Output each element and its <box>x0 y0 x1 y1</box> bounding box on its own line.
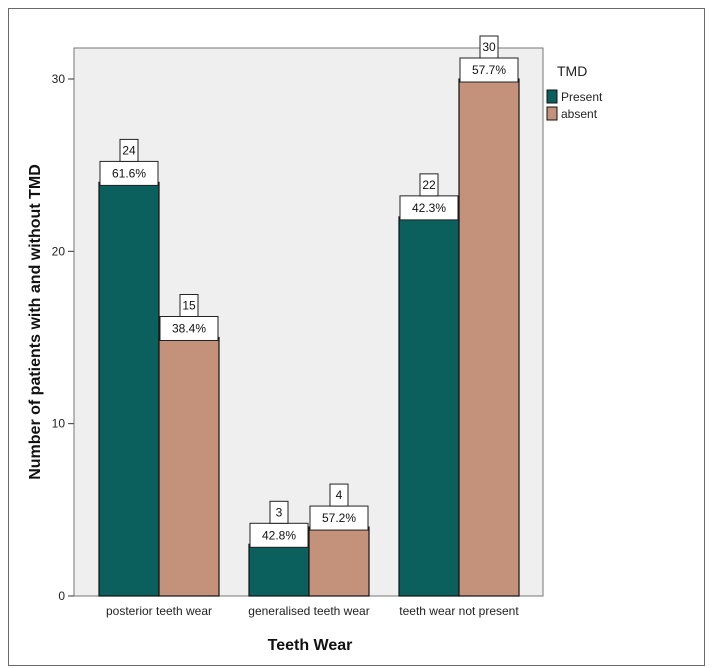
y-tick-label: 10 <box>52 417 66 431</box>
count-label: 3 <box>276 505 283 519</box>
count-label-box <box>329 483 349 507</box>
y-tick-label: 0 <box>58 589 65 603</box>
percent-label: 57.7% <box>472 63 506 77</box>
percent-label: 61.6% <box>112 166 146 180</box>
percent-label-box <box>99 160 159 186</box>
bar-absent <box>308 526 370 597</box>
percent-label-box <box>309 505 369 531</box>
y-tick-label: 30 <box>52 72 66 86</box>
count-label: 30 <box>482 40 496 54</box>
count-label: 15 <box>182 299 196 313</box>
legend-title: TMD <box>557 63 587 79</box>
percent-label-box <box>249 522 309 548</box>
x-category-label: posterior teeth wear <box>106 604 212 618</box>
legend-label-present: Present <box>561 90 603 104</box>
bar-present <box>98 181 160 597</box>
x-category-label: teeth wear not present <box>399 604 519 618</box>
count-label-box <box>269 500 289 524</box>
count-label-box <box>119 138 139 162</box>
percent-label-box <box>399 195 459 221</box>
bar-labels: 61.6% 24 38.4% 15 42.8% 3 57.2% 4 42.3% 22 57.7% 30 <box>99 35 519 548</box>
x-axis-categories: posterior teeth wear generalised teeth we… <box>106 604 519 618</box>
bar-present <box>248 543 310 597</box>
bar-absent <box>158 336 220 597</box>
bar-present <box>398 216 460 597</box>
legend-label-absent: absent <box>561 107 598 121</box>
y-axis-ticks: 0 10 20 30 <box>52 72 74 603</box>
count-label: 4 <box>336 488 343 502</box>
x-axis-title: Teeth Wear <box>268 637 353 654</box>
count-label: 24 <box>122 143 136 157</box>
x-category-label: generalised teeth wear <box>248 604 369 618</box>
bar-absent <box>458 78 520 597</box>
percent-label-box <box>159 316 219 341</box>
legend-swatch-present <box>546 89 558 104</box>
percent-label: 42.3% <box>412 201 446 215</box>
y-tick-label: 20 <box>52 244 66 258</box>
legend: TMD Present absent <box>546 63 603 121</box>
percent-label-box <box>459 57 519 83</box>
count-label-box <box>419 173 439 197</box>
count-label-box <box>179 294 199 317</box>
bars <box>98 78 520 597</box>
percent-label: 38.4% <box>172 322 206 336</box>
legend-swatch-absent <box>546 106 558 121</box>
percent-label: 42.8% <box>262 528 296 542</box>
y-axis-title: Number of patients with and without TMD <box>27 164 44 480</box>
count-label: 22 <box>422 178 436 192</box>
percent-label: 57.2% <box>322 511 356 525</box>
count-label-box <box>479 35 499 59</box>
